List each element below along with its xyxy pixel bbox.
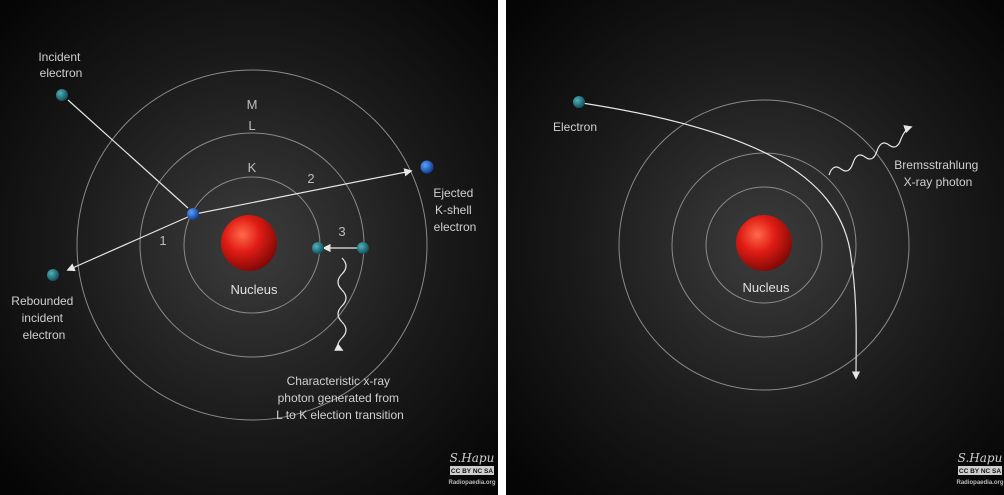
license-text: CC BY NC SA (451, 468, 493, 475)
license-badge (450, 466, 494, 475)
inner-shell-ring (705, 186, 823, 304)
credit: S.Hapu CC BY NC SA Radiopaedia.org (448, 451, 495, 486)
shell-label-k: K (248, 160, 257, 175)
author-signature: S.Hapu (958, 451, 1003, 465)
k-shell-vacancy-electron (312, 242, 324, 254)
step-2-label: 2 (307, 171, 314, 186)
ejected-electron-label: Ejected K-shell electron (433, 186, 476, 234)
rebounded-electron-label: Rebounded incident electron (11, 294, 76, 342)
incident-electron-path (67, 99, 189, 209)
electron-label: Electron (553, 120, 597, 134)
shell-m-ring (76, 69, 428, 421)
bremsstrahlung-photon-wave (828, 125, 913, 176)
license-text: CC BY NC SA (959, 468, 1001, 475)
author-signature: S.Hapu (450, 451, 495, 465)
step-3-label: 3 (338, 224, 345, 239)
site-credit: Radiopaedia.org (448, 480, 495, 486)
l-shell-electron (357, 242, 369, 254)
incident-electron-label: Incident electron (38, 50, 83, 80)
nucleus (221, 215, 277, 271)
license-badge (958, 466, 1002, 475)
site-credit: Radiopaedia.org (956, 480, 1003, 486)
bremsstrahlung-panel: Nucleus Electron Bremsstrahlung X-ray ph… (506, 0, 1004, 495)
characteristic-xray-panel: M L K Nucleus 1 2 3 Incident electron (0, 0, 498, 495)
incident-electron (573, 96, 585, 108)
characteristic-xray-diagram: M L K Nucleus 1 2 3 Incident electron (0, 0, 498, 495)
step-1-label: 1 (159, 233, 166, 248)
credit: S.Hapu CC BY NC SA Radiopaedia.org (956, 451, 1003, 486)
characteristic-xray-label: Characteristic x-ray photon generated fr… (276, 374, 404, 422)
shell-label-m: M (247, 97, 258, 112)
shell-label-l: L (248, 118, 255, 133)
nucleus-label: Nucleus (231, 282, 278, 297)
bremsstrahlung-diagram: Nucleus Electron Bremsstrahlung X-ray ph… (506, 0, 1004, 495)
bremsstrahlung-label: Bremsstrahlung X-ray photon (894, 158, 981, 189)
outer-shell-ring (618, 99, 910, 391)
rebounded-electron (47, 269, 59, 281)
ejected-electron (420, 160, 434, 174)
deflected-electron-path (581, 102, 861, 380)
rebounded-electron-arrow (66, 215, 191, 272)
characteristic-photon-wave (334, 257, 347, 351)
incident-electron (56, 89, 68, 101)
middle-shell-ring (671, 152, 857, 338)
k-shell-electron (187, 208, 199, 220)
nucleus-label: Nucleus (743, 280, 790, 295)
nucleus (736, 215, 792, 271)
ejected-electron-arrow (194, 168, 413, 215)
